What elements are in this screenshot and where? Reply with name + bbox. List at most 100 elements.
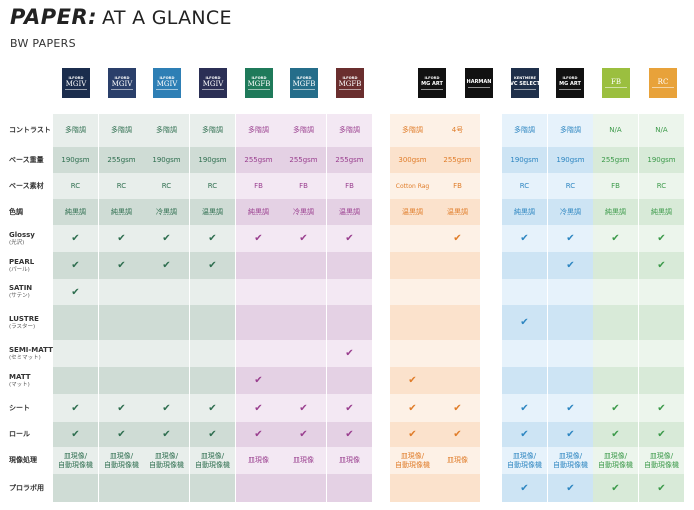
product-logo-rule [652, 87, 674, 88]
cell-text: 温黒調 [447, 207, 468, 216]
cell-lustre: ✔ [502, 305, 547, 340]
cell-sheet: ✔ [190, 394, 235, 422]
cell-satin: ✔ [53, 279, 98, 305]
cell-text: 255gsm [443, 155, 472, 164]
checkmark-icon: ✔ [254, 402, 263, 414]
checkmark-icon: ✔ [117, 233, 126, 244]
cell-matt [144, 367, 189, 394]
row-label-process: 現像処理 [9, 447, 54, 474]
cell-text-line: 自動現像機 [58, 460, 93, 469]
cell-roll: ✔ [593, 422, 638, 447]
cell-text: 多階調 [202, 126, 223, 134]
row-label-main: シート [9, 403, 30, 412]
cell-text: RC [207, 181, 218, 190]
row-label-main: ベース素材 [9, 181, 44, 190]
cell-text-line: 自動現像機 [104, 460, 139, 469]
cell-pearl [502, 252, 547, 279]
row-label-tone: 色調 [9, 199, 54, 225]
cell-satin [99, 279, 144, 305]
row-label-roll: ロール [9, 422, 54, 447]
product-logo-rule [421, 89, 443, 90]
cell-tone: 温黒調 [390, 199, 435, 225]
cell-sheet: ✔ [390, 394, 435, 422]
cell-text: 300gsm [398, 155, 427, 164]
product-logo: ILFORD MG ART [418, 68, 446, 98]
cell-glossy: ✔ [435, 225, 480, 252]
cell-satin [327, 279, 372, 305]
cell-text-line: 皿現像/ [558, 451, 583, 460]
cell-pearl [236, 252, 281, 279]
page-title-bold: PAPER: [10, 5, 98, 29]
product-logo-mark: MG ART [559, 81, 581, 87]
cell-glossy: ✔ [281, 225, 326, 252]
cell-semimatt [99, 340, 144, 367]
cell-text: FB [345, 181, 354, 190]
cell-glossy: ✔ [236, 225, 281, 252]
product-logo-mark: RC [657, 78, 669, 86]
cell-text-line: 皿現像 [447, 456, 468, 464]
cell-text: 多階調 [111, 126, 132, 134]
cell-text: 4号 [451, 126, 464, 134]
cell-matt [639, 367, 684, 394]
product-logo: ILFORD MGIV [199, 68, 227, 98]
cell-matt [99, 367, 144, 394]
cell-lustre [390, 305, 435, 340]
cell-lustre [281, 305, 326, 340]
cell-text: 190gsm [152, 155, 181, 164]
cell-weight: 255gsm [435, 147, 480, 173]
cell-text-line: 皿現像/ [200, 451, 225, 460]
checkmark-icon: ✔ [566, 482, 575, 494]
checkmark-icon: ✔ [208, 260, 217, 271]
cell-text: RC [116, 181, 127, 190]
cell-process: 皿現像 [281, 447, 326, 474]
cell-sheet: ✔ [435, 394, 480, 422]
checkmark-icon: ✔ [520, 317, 529, 328]
cell-pearl [281, 252, 326, 279]
cell-semimatt [144, 340, 189, 367]
cell-base: FB [236, 173, 281, 199]
cell-process: 皿現像/自動現像機 [144, 447, 189, 474]
cell-satin [639, 279, 684, 305]
row-label-prolab: プロラボ用 [9, 474, 54, 502]
cell-text-line: 皿現像/ [63, 451, 88, 460]
product-logo-brand: KENTMERE [514, 76, 536, 80]
product-logo-brand: ILFORD [342, 76, 358, 80]
cell-contrast: 多階調 [144, 114, 189, 147]
cell-sheet: ✔ [53, 394, 98, 422]
cell-satin [502, 279, 547, 305]
product-logo: HARMAN [465, 68, 493, 98]
cell-sheet: ✔ [548, 394, 593, 422]
cell-contrast: 多階調 [236, 114, 281, 147]
product-column: N/A 255gsm FB 純黒調 ✔ ✔ ✔ 皿現像/自動現像機 ✔ [593, 114, 638, 502]
product-logo: RC [649, 68, 677, 98]
product-logo-brand: ILFORD [205, 76, 221, 80]
cell-sheet: ✔ [281, 394, 326, 422]
checkmark-icon: ✔ [71, 233, 80, 244]
cell-text-line: 皿現像/ [154, 451, 179, 460]
product-logo: ILFORD MGIV [108, 68, 136, 98]
cell-text: 255gsm [289, 155, 318, 164]
product-logo-mark: MGIV [111, 80, 133, 88]
cell-prolab [236, 474, 281, 502]
cell-semimatt [435, 340, 480, 367]
cell-text: 多階調 [560, 126, 581, 134]
cell-roll: ✔ [327, 422, 372, 447]
cell-text: 冷黒調 [560, 207, 581, 216]
row-label-sub: (サテン) [9, 293, 30, 299]
cell-text: RC [519, 181, 530, 190]
cell-text: 190gsm [198, 155, 227, 164]
product-column: 多階調 190gsm RC 純黒調 ✔ ✔ ✔ ✔ ✔ 皿現像/自動現像機 [53, 114, 98, 502]
cell-base: Cotton Rag [390, 173, 435, 199]
row-label-main: 現像処理 [9, 456, 37, 464]
cell-semimatt: ✔ [327, 340, 372, 367]
product-logo-rule [468, 87, 490, 88]
checkmark-icon: ✔ [657, 429, 666, 440]
product-logo-rule [202, 89, 224, 90]
product-logo-rule [605, 87, 627, 88]
cell-text: Cotton Rag [395, 182, 430, 190]
cell-sheet: ✔ [502, 394, 547, 422]
cell-glossy: ✔ [639, 225, 684, 252]
row-label-main: ロール [9, 430, 30, 438]
cell-satin [281, 279, 326, 305]
product-column: 多階調 190gsm RC 純黒調 ✔ ✔ ✔ ✔ 皿現像/自動現像機 ✔ [502, 114, 547, 502]
